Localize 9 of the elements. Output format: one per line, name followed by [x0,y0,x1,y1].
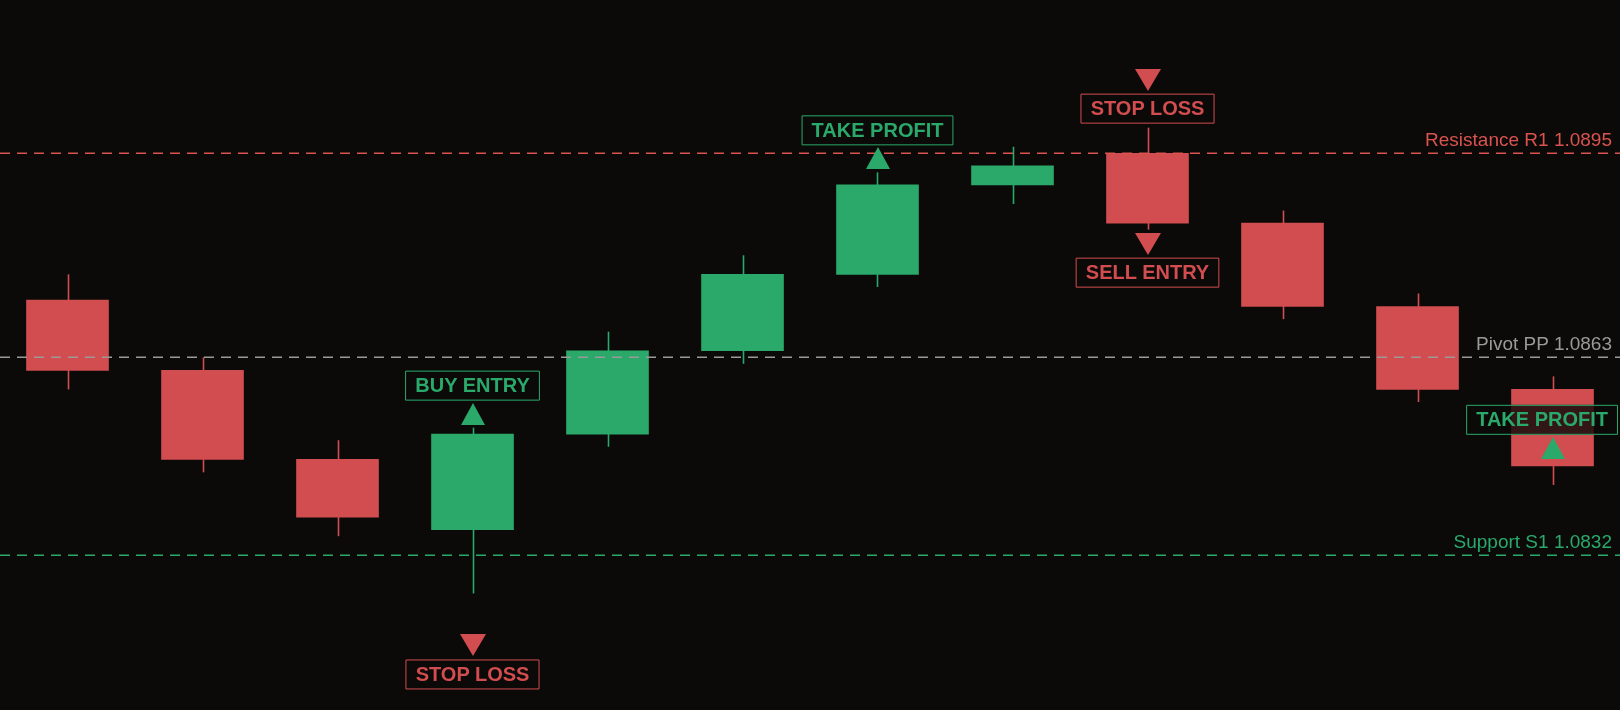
annotation: SELL ENTRY [1085,261,1210,284]
text: STOP LOSS [1090,97,1205,120]
annotation: BUY ENTRY [415,374,531,397]
annotation: TAKE PROFIT [1476,408,1609,431]
ref-line-label: Pivot PP 1.0863 [1476,333,1612,355]
ref-line-label: Resistance R1 1.0895 [1425,128,1612,150]
ref-line-label: Support S1 1.0832 [1453,531,1612,552]
text: STOP LOSS [415,662,530,685]
annotation: TAKE PROFIT [811,118,944,141]
